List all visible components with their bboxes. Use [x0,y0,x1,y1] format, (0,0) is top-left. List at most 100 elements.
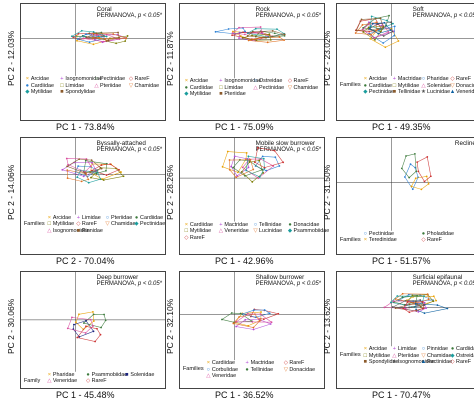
hull-mactridae [230,155,249,177]
point-spondylidae [408,303,411,306]
point-raref [423,180,426,183]
legend-item-cardiidae: ●Cardiidae [24,83,54,89]
hull-veneridae [369,22,392,34]
point-veneridae [235,320,238,323]
point-donacidae [370,33,372,36]
legend-marker-icon: ● [363,82,368,89]
legend-item-pholadidae: ● Pholadidae [420,231,454,237]
panel-title-block: Shallow burrower PERMANOVA, p < 0.05* [256,274,321,289]
point-raref [77,32,80,35]
legend-marker-icon: ▽ [283,366,289,373]
point-raref [417,170,420,173]
point-pinnidae [84,172,86,174]
panel-title: Soft [412,6,424,13]
permanova-text: PERMANOVA, [255,13,296,20]
point-mactridae [233,155,236,158]
legend-label: Isognomonidae [397,359,435,366]
legend-label: Pharidae [426,75,449,82]
point-teredinidae [414,177,417,180]
point-mactridae [252,328,255,331]
pca-panel-6: PC 2 - 31.50% Recliner Families○Pectinidae… [322,134,474,268]
permanova-text: PERMANOVA, [412,281,453,288]
legend-item-arcidae: × Arcidae [46,215,71,221]
legend-marker-icon: ▽ [128,82,134,89]
y-axis-label: PC 2 - 28.26% [165,164,175,220]
point-chamidae [260,37,263,39]
point-pteriidae [383,306,386,309]
point-mactridae [244,318,247,321]
legend-marker-icon: ● [184,84,189,91]
legend-item-raref: ◇RareF [420,237,442,243]
legend-title: Families [339,236,361,243]
legend-item-ostreidae: ◆Ostreidae [449,353,474,359]
legend-item-mytilidae: □ Mytilidae [183,228,211,234]
point-arcidae [232,30,234,33]
plot-area: Recliner Families○Pectinidae ●Pholadidae ×T… [336,137,474,255]
legend-label: RareF [134,75,150,82]
point-veneridae [246,313,249,315]
permanova-text: PERMANOVA, [96,281,137,288]
legend-label: Limidae [65,82,85,89]
panel-title: Byssally-attached [96,140,146,147]
legend-label: RareF [91,378,107,385]
point-pinnidae [78,158,81,160]
legend-marker-icon: ◇ [76,221,81,228]
point-mytilidae [90,176,92,179]
point-mytilidae [246,32,249,35]
point-pectinidae [414,302,417,305]
legend-label: RareF [456,359,472,366]
x-axis-label: PC 1 - 51.57% [372,256,431,266]
legend-item-pteriidae: △Pteriidae [391,353,419,359]
hull-pteriidae [75,165,98,177]
hull-tellinidae [255,156,280,171]
point-donacidae [238,316,240,318]
legend-item-pectinidae: ◆Pectinidae [133,221,165,227]
point-mactridae [247,166,250,169]
panel-title: Coral [96,6,112,13]
legend-label: Chamidae [293,84,319,91]
legend-item-spondylidae: ■ Spondylidae [362,359,399,365]
point-lucinidae [390,21,393,24]
legend-item-pteriidae: ■ Pteriidae [217,91,245,97]
point-pharidae [78,313,80,316]
legend-item-ostreidae: ○ Ostreidae [252,78,283,84]
hull-raref [76,325,101,342]
plot-area: Coral PERMANOVA, p < 0.05* × Arcidae + Isogno… [20,3,166,121]
legend-marker-icon: + [245,360,249,367]
legend-label: Pharidae [52,371,75,378]
point-raref [118,168,120,171]
legend-item-isognomonidae: + Isognomonidae [58,76,102,82]
point-corbulidae [254,316,257,319]
point-veneridae [89,318,92,321]
legend: Families × Arcidae + Limidae ○ Pinnidae ● Cardii… [340,346,474,385]
point-tellinidae [360,18,363,21]
point-pteriidae [77,165,80,167]
point-isognomonidae [404,299,407,302]
legend-item-pharidae: × Pharidae [46,372,75,378]
legend-marker-icon: ◆ [450,352,455,359]
legend-label: Cardiidae [140,214,164,221]
legend-marker-icon: △ [253,84,258,91]
legend-marker-icon: ★ [420,89,426,96]
point-raref [422,307,425,310]
legend-marker-icon: ● [134,214,139,221]
plot-area: Deep burrower PERMANOVA, p < 0.05* Family ×… [20,271,166,389]
scatter-plot [21,272,165,372]
hull-pholadidae [401,153,417,179]
point-arcidae [92,43,95,46]
legend-item-chamidae: ▽Chamidae [287,84,319,91]
point-chamidae [247,39,250,42]
point-spondylidae [95,32,98,35]
legend-item-raref: ◇RareF [85,378,107,384]
legend-item-cardiidae: ●Cardiidae [449,346,474,352]
point-chamidae [112,33,115,35]
point-pharidae [92,310,94,313]
permanova-label: PERMANOVA, p < 0.05* [97,147,162,154]
hull-lucinidae [229,159,254,178]
p-value-text: p < 0.05* [137,13,162,20]
point-pectinidae [259,26,262,28]
scatter-plot [180,272,324,361]
legend-item-mytilidae: ◆Mytilidae [183,91,211,97]
